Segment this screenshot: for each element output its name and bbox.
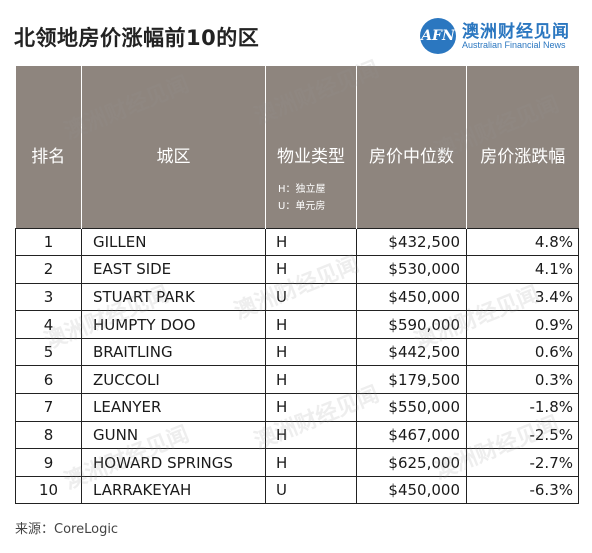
brand-name-cn: 澳洲财经见闻 (462, 22, 570, 42)
cell-change: -1.8% (466, 393, 579, 422)
cell-district: GUNN (81, 420, 266, 450)
cell-type: H (265, 337, 357, 367)
cell-district: HOWARD SPRINGS (81, 448, 266, 477)
cell-change: 4.1% (466, 255, 579, 284)
brand-logo-block: AFN 澳洲财经见闻 Australian Financial News (420, 17, 588, 57)
cell-change: 0.6% (466, 337, 579, 367)
table-row: 3 STUART PARK U $450,000 3.4% (15, 282, 579, 312)
cell-type: H (265, 420, 357, 450)
brand-name-en: Australian Financial News (462, 40, 566, 50)
header-district: 城区 (81, 66, 266, 228)
cell-change: 0.9% (466, 310, 579, 339)
cell-type: H (265, 448, 357, 477)
cell-district: LEANYER (81, 393, 266, 422)
cell-district: ZUCCOLI (81, 365, 266, 395)
cell-price: $450,000 (356, 475, 467, 505)
cell-district: EAST SIDE (81, 255, 266, 284)
cell-district: HUMPTY DOO (81, 310, 266, 339)
cell-change: -6.3% (466, 475, 579, 505)
cell-price: $550,000 (356, 393, 467, 422)
cell-type: U (265, 475, 357, 505)
cell-type: U (265, 282, 357, 312)
cell-rank: 5 (15, 337, 82, 367)
table-row: 8 GUNN H $467,000 -2.5% (15, 420, 579, 450)
header-type-label: 物业类型 (277, 147, 345, 167)
cell-price: $442,500 (356, 337, 467, 367)
cell-rank: 10 (15, 475, 82, 505)
cell-district: STUART PARK (81, 282, 266, 312)
cell-price: $625,000 (356, 448, 467, 477)
table-row: 5 BRAITLING H $442,500 0.6% (15, 337, 579, 367)
cell-type: H (265, 255, 357, 284)
cell-district: LARRAKEYAH (81, 475, 266, 505)
source-value: CoreLogic (54, 522, 119, 537)
source-note: 来源：CoreLogic (15, 518, 118, 537)
cell-type: H (265, 365, 357, 395)
cell-change: 0.3% (466, 365, 579, 395)
cell-rank: 8 (15, 420, 82, 450)
cell-price: $590,000 (356, 310, 467, 339)
cell-rank: 6 (15, 365, 82, 395)
cell-price: $432,500 (356, 227, 467, 257)
type-legend-house: H：独立屋 (278, 184, 326, 195)
cell-price: $450,000 (356, 282, 467, 312)
cell-district: BRAITLING (81, 337, 266, 367)
afn-logo-icon: AFN (420, 18, 456, 54)
page-title: 北领地房价涨幅前10的区 (14, 26, 260, 50)
cell-type: H (265, 310, 357, 339)
cell-rank: 1 (15, 227, 82, 257)
header-type: 物业类型 H：独立屋 U：单元房 (265, 66, 357, 228)
source-label: 来源： (15, 522, 55, 537)
cell-rank: 3 (15, 282, 82, 312)
cell-rank: 7 (15, 393, 82, 422)
cell-rank: 4 (15, 310, 82, 339)
cell-change: -2.5% (466, 420, 579, 450)
cell-price: $179,500 (356, 365, 467, 395)
table-row: 1 GILLEN H $432,500 4.8% (15, 227, 579, 257)
header-rank: 排名 (15, 66, 82, 228)
header-change: 房价涨跌幅 (466, 66, 579, 228)
table-body: 1 GILLEN H $432,500 4.8% 2 EAST SIDE H $530,000 4… (15, 227, 579, 505)
table-header-row: 排名 城区 物业类型 H：独立屋 U：单元房 房价中位数 房价涨跌幅 (15, 66, 579, 228)
cell-rank: 2 (15, 255, 82, 284)
cell-price: $467,000 (356, 420, 467, 450)
table-row: 9 HOWARD SPRINGS H $625,000 -2.7% (15, 448, 579, 477)
header-price: 房价中位数 (356, 66, 467, 228)
type-legend-unit: U：单元房 (278, 201, 326, 212)
table-row: 2 EAST SIDE H $530,000 4.1% (15, 255, 579, 284)
cell-district: GILLEN (81, 227, 266, 257)
cell-change: 4.8% (466, 227, 579, 257)
price-table: 排名 城区 物业类型 H：独立屋 U：单元房 房价中位数 房价涨跌幅 1 GILL… (15, 66, 579, 505)
cell-rank: 9 (15, 448, 82, 477)
table-row: 6 ZUCCOLI H $179,500 0.3% (15, 365, 579, 395)
cell-type: H (265, 393, 357, 422)
type-legend: H：独立屋 U：单元房 (266, 181, 356, 215)
cell-price: $530,000 (356, 255, 467, 284)
table-row: 4 HUMPTY DOO H $590,000 0.9% (15, 310, 579, 339)
table-row: 10 LARRAKEYAH U $450,000 -6.3% (15, 475, 579, 505)
cell-type: H (265, 227, 357, 257)
cell-change: -2.7% (466, 448, 579, 477)
table-row: 7 LEANYER H $550,000 -1.8% (15, 393, 579, 422)
cell-change: 3.4% (466, 282, 579, 312)
